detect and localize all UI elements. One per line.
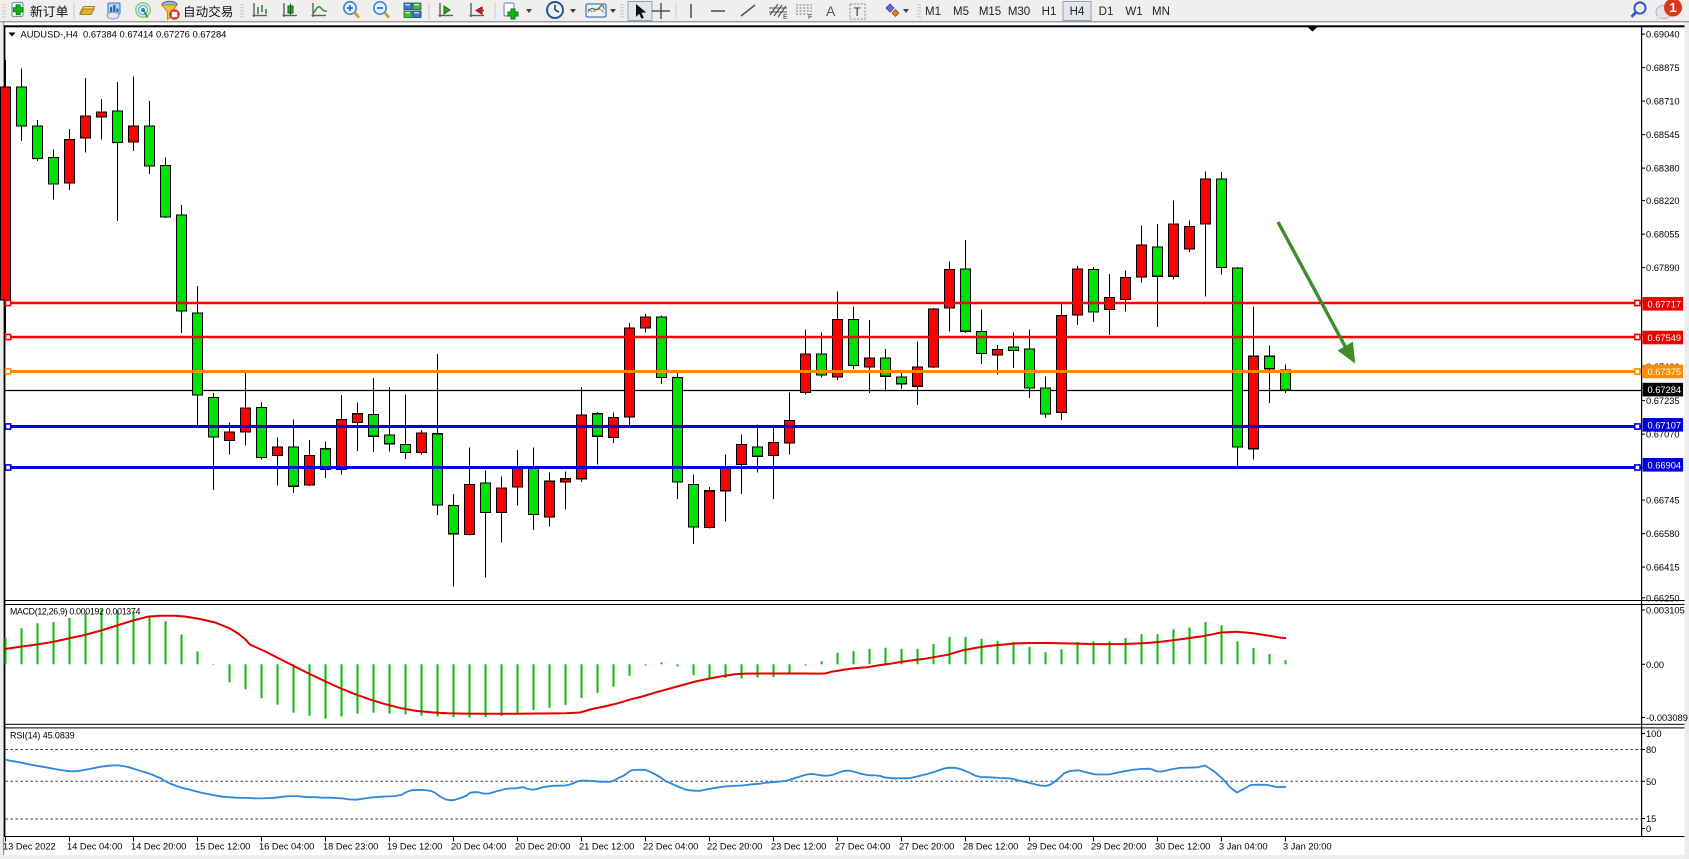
- svg-text:27 Dec 04:00: 27 Dec 04:00: [835, 842, 890, 852]
- svg-text:21 Dec 12:00: 21 Dec 12:00: [579, 842, 634, 852]
- svg-text:0.68875: 0.68875: [1646, 63, 1680, 73]
- svg-text:100: 100: [1646, 729, 1662, 739]
- svg-text:0.67549: 0.67549: [1648, 333, 1682, 343]
- svg-text:W1: W1: [1125, 6, 1142, 18]
- svg-text:14 Dec 04:00: 14 Dec 04:00: [67, 842, 122, 852]
- svg-text:0.66745: 0.66745: [1646, 496, 1680, 506]
- svg-text:22 Dec 04:00: 22 Dec 04:00: [643, 842, 698, 852]
- svg-text:0.68545: 0.68545: [1646, 130, 1680, 140]
- svg-text:MN: MN: [1152, 6, 1170, 18]
- svg-text:50: 50: [1646, 777, 1656, 787]
- svg-text:F: F: [808, 14, 812, 21]
- svg-text:0.67375: 0.67375: [1648, 367, 1682, 377]
- svg-text:0.67107: 0.67107: [1648, 420, 1682, 430]
- svg-text:0.66580: 0.66580: [1646, 529, 1680, 539]
- svg-text:H1: H1: [1042, 6, 1057, 18]
- svg-text:T: T: [854, 5, 862, 19]
- svg-text:28 Dec 12:00: 28 Dec 12:00: [963, 842, 1018, 852]
- svg-text:20 Dec 04:00: 20 Dec 04:00: [451, 842, 506, 852]
- svg-text:0.67235: 0.67235: [1646, 396, 1680, 406]
- svg-text:1: 1: [1669, 0, 1676, 15]
- svg-text:3 Jan 20:00: 3 Jan 20:00: [1283, 842, 1332, 852]
- svg-text:0.67284: 0.67284: [1648, 385, 1682, 395]
- svg-text:M5: M5: [953, 6, 969, 18]
- svg-text:0.66904: 0.66904: [1648, 460, 1682, 470]
- svg-text:0.67890: 0.67890: [1646, 263, 1680, 273]
- svg-text:19 Dec 12:00: 19 Dec 12:00: [387, 842, 442, 852]
- svg-text:0.00: 0.00: [1646, 660, 1664, 670]
- svg-text:0.68055: 0.68055: [1646, 230, 1680, 240]
- svg-text:0.68380: 0.68380: [1646, 164, 1680, 174]
- svg-text:80: 80: [1646, 745, 1656, 755]
- svg-text:AUDUSD-,H4 0.67384 0.67414 0.: AUDUSD-,H4 0.67384 0.67414 0.67276 0.672…: [21, 29, 227, 40]
- svg-text:A: A: [826, 3, 836, 19]
- svg-text:0.69040: 0.69040: [1646, 30, 1680, 40]
- svg-text:20 Dec 20:00: 20 Dec 20:00: [515, 842, 570, 852]
- svg-text:29 Dec 04:00: 29 Dec 04:00: [1027, 842, 1082, 852]
- svg-text:27 Dec 20:00: 27 Dec 20:00: [899, 842, 954, 852]
- svg-text:16 Dec 04:00: 16 Dec 04:00: [259, 842, 314, 852]
- svg-text:13 Dec 2022: 13 Dec 2022: [3, 842, 56, 852]
- svg-text:0.66250: 0.66250: [1646, 593, 1680, 603]
- svg-text:M1: M1: [925, 6, 941, 18]
- svg-text:0.68710: 0.68710: [1646, 97, 1680, 107]
- svg-text:-0.003089: -0.003089: [1646, 713, 1688, 723]
- svg-text:0.67070: 0.67070: [1646, 430, 1680, 440]
- svg-text:H4: H4: [1070, 6, 1085, 18]
- svg-text:D1: D1: [1099, 6, 1114, 18]
- svg-text:3 Jan 04:00: 3 Jan 04:00: [1219, 842, 1268, 852]
- svg-text:0.66415: 0.66415: [1646, 563, 1680, 573]
- svg-text:E: E: [783, 14, 788, 21]
- svg-text:0.68220: 0.68220: [1646, 196, 1680, 206]
- svg-text:18 Dec 23:00: 18 Dec 23:00: [323, 842, 378, 852]
- svg-text:M15: M15: [979, 6, 1001, 18]
- svg-text:30 Dec 12:00: 30 Dec 12:00: [1155, 842, 1210, 852]
- svg-text:0.67717: 0.67717: [1648, 299, 1682, 309]
- svg-text:14 Dec 20:00: 14 Dec 20:00: [131, 842, 186, 852]
- svg-text:0.003105: 0.003105: [1646, 606, 1685, 616]
- svg-text:M30: M30: [1008, 6, 1030, 18]
- svg-text:15 Dec 12:00: 15 Dec 12:00: [195, 842, 250, 852]
- svg-text:0: 0: [1646, 824, 1651, 834]
- svg-text:29 Dec 20:00: 29 Dec 20:00: [1091, 842, 1146, 852]
- svg-text:MACD(12,26,9) 0.000192 0.00137: MACD(12,26,9) 0.000192 0.001374: [10, 607, 140, 617]
- svg-text:22 Dec 20:00: 22 Dec 20:00: [707, 842, 762, 852]
- svg-text:15: 15: [1646, 814, 1656, 824]
- svg-text:RSI(14) 45.0839: RSI(14) 45.0839: [10, 731, 75, 741]
- svg-text:23 Dec 12:00: 23 Dec 12:00: [771, 842, 826, 852]
